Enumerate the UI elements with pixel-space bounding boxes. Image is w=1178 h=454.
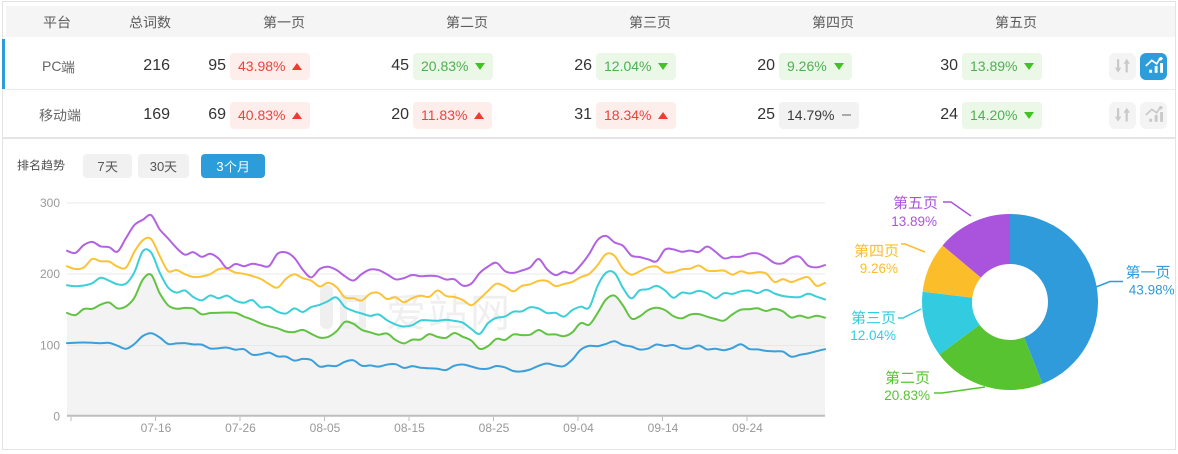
svg-text:0: 0 — [53, 410, 60, 424]
svg-text:09-04: 09-04 — [563, 421, 594, 435]
svg-text:07-16: 07-16 — [141, 421, 172, 435]
svg-text:08-15: 08-15 — [394, 421, 425, 435]
svg-text:12.04%: 12.04% — [850, 328, 896, 343]
svg-text:300: 300 — [40, 196, 60, 210]
svg-text:08-05: 08-05 — [310, 421, 341, 435]
svg-text:09-14: 09-14 — [648, 421, 679, 435]
svg-text:13.89%: 13.89% — [891, 214, 937, 229]
svg-text:09-24: 09-24 — [732, 421, 763, 435]
svg-text:08-25: 08-25 — [479, 421, 510, 435]
svg-text:200: 200 — [40, 267, 60, 281]
svg-text:100: 100 — [40, 339, 60, 353]
svg-text:9.26%: 9.26% — [860, 261, 898, 276]
svg-text:20.83%: 20.83% — [884, 388, 930, 403]
svg-text:07-26: 07-26 — [225, 421, 256, 435]
svg-text:43.98%: 43.98% — [1129, 283, 1175, 298]
